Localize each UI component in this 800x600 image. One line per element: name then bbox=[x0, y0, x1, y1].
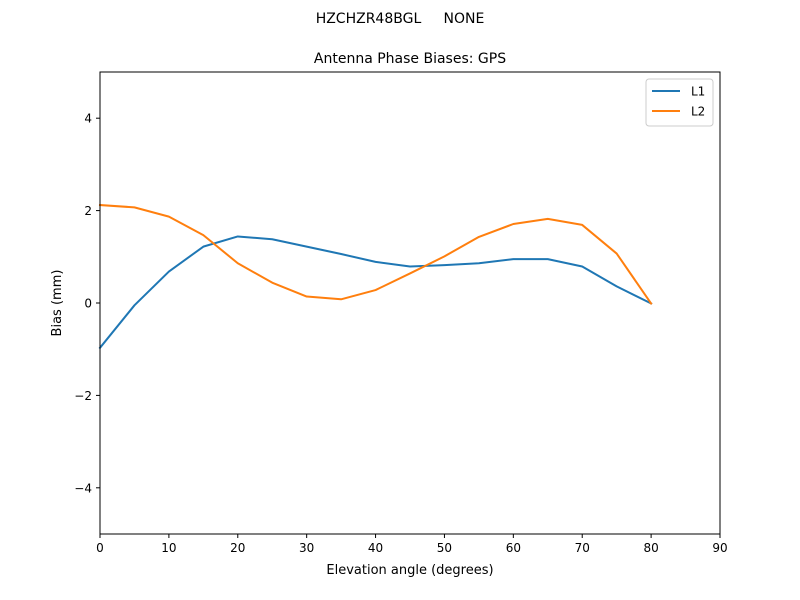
series-line-l2 bbox=[98, 203, 653, 305]
x-tick-label: 10 bbox=[161, 541, 176, 555]
plot-area: 0 10 20 30 40 50 60 70 80 90 −4 −2 0 2 4 bbox=[74, 71, 728, 555]
figure-suptitle: HZCHZR48BGL NONE bbox=[316, 11, 485, 27]
x-tick-label: 0 bbox=[96, 541, 104, 555]
y-tick-label: 0 bbox=[84, 297, 92, 311]
chart-title: Antenna Phase Biases: GPS bbox=[314, 51, 506, 67]
legend-label-l2: L2 bbox=[691, 105, 705, 119]
x-tick-label: 30 bbox=[299, 541, 314, 555]
x-tick-label: 40 bbox=[368, 541, 383, 555]
x-tick-label: 50 bbox=[437, 541, 452, 555]
y-tick-label: −4 bbox=[74, 481, 92, 495]
x-tick-label: 90 bbox=[712, 541, 727, 555]
legend-label-l1: L1 bbox=[691, 85, 705, 99]
x-tick-label: 60 bbox=[506, 541, 521, 555]
x-axis-label: Elevation angle (degrees) bbox=[326, 563, 493, 578]
x-tick-label: 20 bbox=[230, 541, 245, 555]
x-tick-label: 80 bbox=[643, 541, 658, 555]
y-axis-label: Bias (mm) bbox=[50, 270, 65, 337]
y-tick-label: 2 bbox=[84, 204, 92, 218]
y-tick-label: 4 bbox=[84, 112, 92, 126]
y-axis: −4 −2 0 2 4 bbox=[74, 112, 100, 495]
x-axis: 0 10 20 30 40 50 60 70 80 90 bbox=[96, 534, 728, 555]
y-tick-label: −2 bbox=[74, 389, 92, 403]
x-tick-label: 70 bbox=[575, 541, 590, 555]
lines-layer bbox=[98, 203, 653, 350]
series-line-l1 bbox=[98, 235, 653, 350]
